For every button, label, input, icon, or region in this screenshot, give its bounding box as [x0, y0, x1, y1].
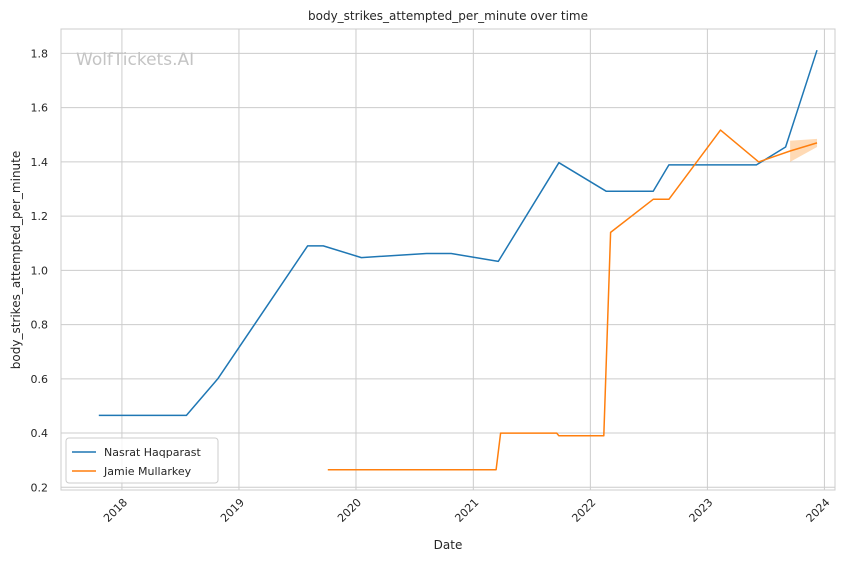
y-tick-label: 0.8 [31, 319, 49, 332]
x-tick-label: 2018 [101, 496, 130, 525]
x-tick-label: 2021 [452, 496, 481, 525]
legend-label-jamie-mullarkey: Jamie Mullarkey [103, 465, 192, 478]
y-tick-label: 0.4 [31, 427, 49, 440]
y-tick-label: 0.6 [31, 373, 49, 386]
legend-box [65, 437, 219, 484]
x-tick-label: 2024 [804, 496, 833, 525]
chart-title: body_strikes_attempted_per_minute over t… [308, 9, 588, 23]
x-tick-labels: 2018 2019 2020 2021 2022 2023 2024 [101, 496, 832, 525]
y-tick-label: 1.4 [31, 156, 49, 169]
series-line-jamie-mullarkey [327, 129, 818, 471]
y-tick-label: 1.0 [31, 264, 49, 277]
y-tick-label: 1.2 [31, 210, 49, 223]
watermark: WolfTickets.AI [76, 50, 194, 70]
legend: Nasrat Haqparast Jamie Mullarkey [65, 437, 219, 484]
x-tick-label: 2022 [569, 496, 598, 525]
x-tick-label: 2023 [687, 496, 716, 525]
plot-frame [60, 28, 836, 491]
y-axis-label: body_strikes_attempted_per_minute [9, 151, 23, 369]
y-tick-label: 0.2 [31, 481, 49, 494]
x-tick-label: 2019 [218, 496, 247, 525]
legend-label-nasrat-haqparast: Nasrat Haqparast [104, 446, 201, 459]
series-line-nasrat-haqparast [98, 49, 818, 417]
y-tick-label: 1.8 [31, 47, 49, 60]
y-tick-labels: 0.2 0.4 0.6 0.8 1.0 1.2 1.4 1.6 1.8 [31, 47, 49, 494]
y-tick-label: 1.6 [31, 102, 49, 115]
x-tick-label: 2020 [335, 496, 364, 525]
series-lines [98, 49, 818, 471]
grid [61, 29, 835, 490]
x-axis-label: Date [434, 538, 463, 552]
